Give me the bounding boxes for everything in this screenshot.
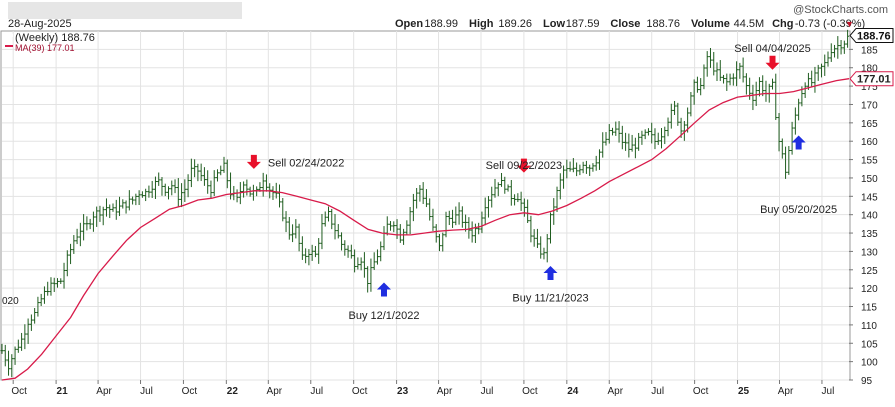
x-tick-label: Jul	[481, 386, 494, 397]
y-tick-label: 175	[861, 82, 878, 93]
y-tick-label: 110	[861, 321, 877, 332]
sell-arrow-icon	[516, 158, 531, 173]
y-tick-label: 135	[861, 229, 878, 240]
price-last-tag-value: 188.76	[857, 31, 891, 43]
x-tick-label: 25	[738, 386, 750, 397]
ohlc-value: 189.26	[498, 18, 532, 30]
ohlc-label: Volume	[691, 18, 730, 30]
ohlc-label: Low	[543, 18, 565, 30]
x-tick-label: 22	[227, 386, 239, 397]
buy-label: Buy 11/21/2023	[512, 292, 588, 304]
ohlc-value: 188.99	[424, 18, 458, 30]
watermark: @StockCharts.com	[793, 4, 888, 16]
x-tick-label: Jul	[310, 386, 323, 397]
trade-annotations: Sell 02/24/2022 Buy 12/1/2022 Sell 09/22/2…	[246, 43, 837, 322]
y-axis: 95 100 105 110 115 120 125 130 135 140 145 150 155 16…	[849, 28, 894, 387]
ohlc-readout: Open 188.99 High 189.26 Low 187.59 Close 188.76…	[395, 18, 865, 30]
x-tick-label: Apr	[267, 386, 283, 397]
x-tick-label: Oct	[693, 386, 709, 397]
x-tick-label: Oct	[522, 386, 538, 397]
legend-price: (Weekly) 188.76	[15, 32, 95, 44]
price-bars	[0, 29, 850, 378]
sell-label: Sell 04/04/2025	[734, 43, 810, 55]
x-axis: Oct 21 Apr Jul Oct 22 Apr Jul Oct 23 Apr Jul Oct 24 Ap…	[11, 380, 834, 397]
sell-arrow-icon	[246, 154, 261, 169]
buy-arrow-icon	[376, 282, 391, 297]
x-tick-label: 21	[57, 386, 69, 397]
buy-arrow-icon	[543, 265, 558, 280]
x-tick-label: Jul	[822, 386, 835, 397]
y-tick-label: 150	[861, 174, 878, 185]
x-tick-label: Jul	[140, 386, 153, 397]
y-tick-label: 185	[861, 45, 878, 56]
y-tick-label: 155	[861, 156, 878, 167]
y-tick-label: 130	[861, 247, 878, 258]
legend-ma: MA(39) 177.01	[15, 43, 75, 53]
left-edge-label: 020	[2, 296, 19, 307]
x-tick-label: Apr	[607, 386, 623, 397]
y-tick-label: 120	[861, 284, 878, 295]
sell-label: Sell 02/24/2022	[268, 158, 344, 170]
ohlc-label: Close	[610, 18, 640, 30]
ohlc-value: 188.76	[646, 18, 680, 30]
buy-arrow-icon	[791, 135, 806, 150]
x-tick-label: Apr	[437, 386, 453, 397]
x-tick-label: 24	[567, 386, 579, 397]
y-tick-label: 160	[861, 137, 878, 148]
sell-arrow-icon	[765, 55, 780, 70]
y-tick-label: 95	[861, 376, 873, 387]
ohlc-label: Open	[395, 18, 423, 30]
ohlc-value: 187.59	[566, 18, 600, 30]
x-tick-label: Apr	[778, 386, 794, 397]
ma-last-tag: 177.01	[849, 71, 894, 87]
y-tick-label: 145	[861, 192, 878, 203]
y-tick-label: 180	[861, 64, 878, 75]
y-tick-label: 140	[861, 211, 878, 222]
price-last-tag: 188.76	[849, 28, 894, 44]
legend: (Weekly) 188.76 MA(39) 177.01	[5, 32, 95, 53]
ohlc-label: High	[469, 18, 494, 30]
x-tick-label: Oct	[352, 386, 368, 397]
y-tick-label: 165	[861, 119, 878, 130]
legend-ma-swatch	[5, 45, 13, 47]
buy-label: Buy 12/1/2022	[349, 310, 420, 322]
y-tick-label: 105	[861, 339, 878, 350]
ma-last-tag-box	[849, 71, 894, 87]
plot-area	[0, 30, 851, 381]
ohlc-label: Chg	[772, 18, 793, 30]
header-date: 28-Aug-2025	[8, 18, 72, 30]
ma-last-tag-value: 177.01	[857, 74, 891, 86]
buy-label: Buy 05/20/2025	[760, 204, 837, 216]
change-down-icon: ▼	[845, 19, 854, 29]
y-tick-label: 115	[861, 303, 877, 314]
y-tick-label: 125	[861, 266, 878, 277]
chart-title-bar	[8, 2, 242, 19]
price-last-tag-box	[849, 28, 894, 44]
sell-label: Sell 09/22/2023	[486, 160, 562, 172]
ohlc-value: 44.5M	[734, 18, 765, 30]
x-tick-label: 23	[397, 386, 409, 397]
ohlc-value: -0.73 (-0.39%)	[795, 18, 865, 30]
x-tick-label: Oct	[182, 386, 198, 397]
x-tick-label: Jul	[651, 386, 664, 397]
moving-average-line	[1, 78, 850, 381]
y-tick-label: 100	[861, 358, 878, 369]
x-tick-label: Oct	[11, 386, 27, 397]
y-tick-label: 170	[861, 100, 878, 111]
x-tick-label: Apr	[96, 386, 112, 397]
legend-price-swatch	[5, 34, 13, 37]
